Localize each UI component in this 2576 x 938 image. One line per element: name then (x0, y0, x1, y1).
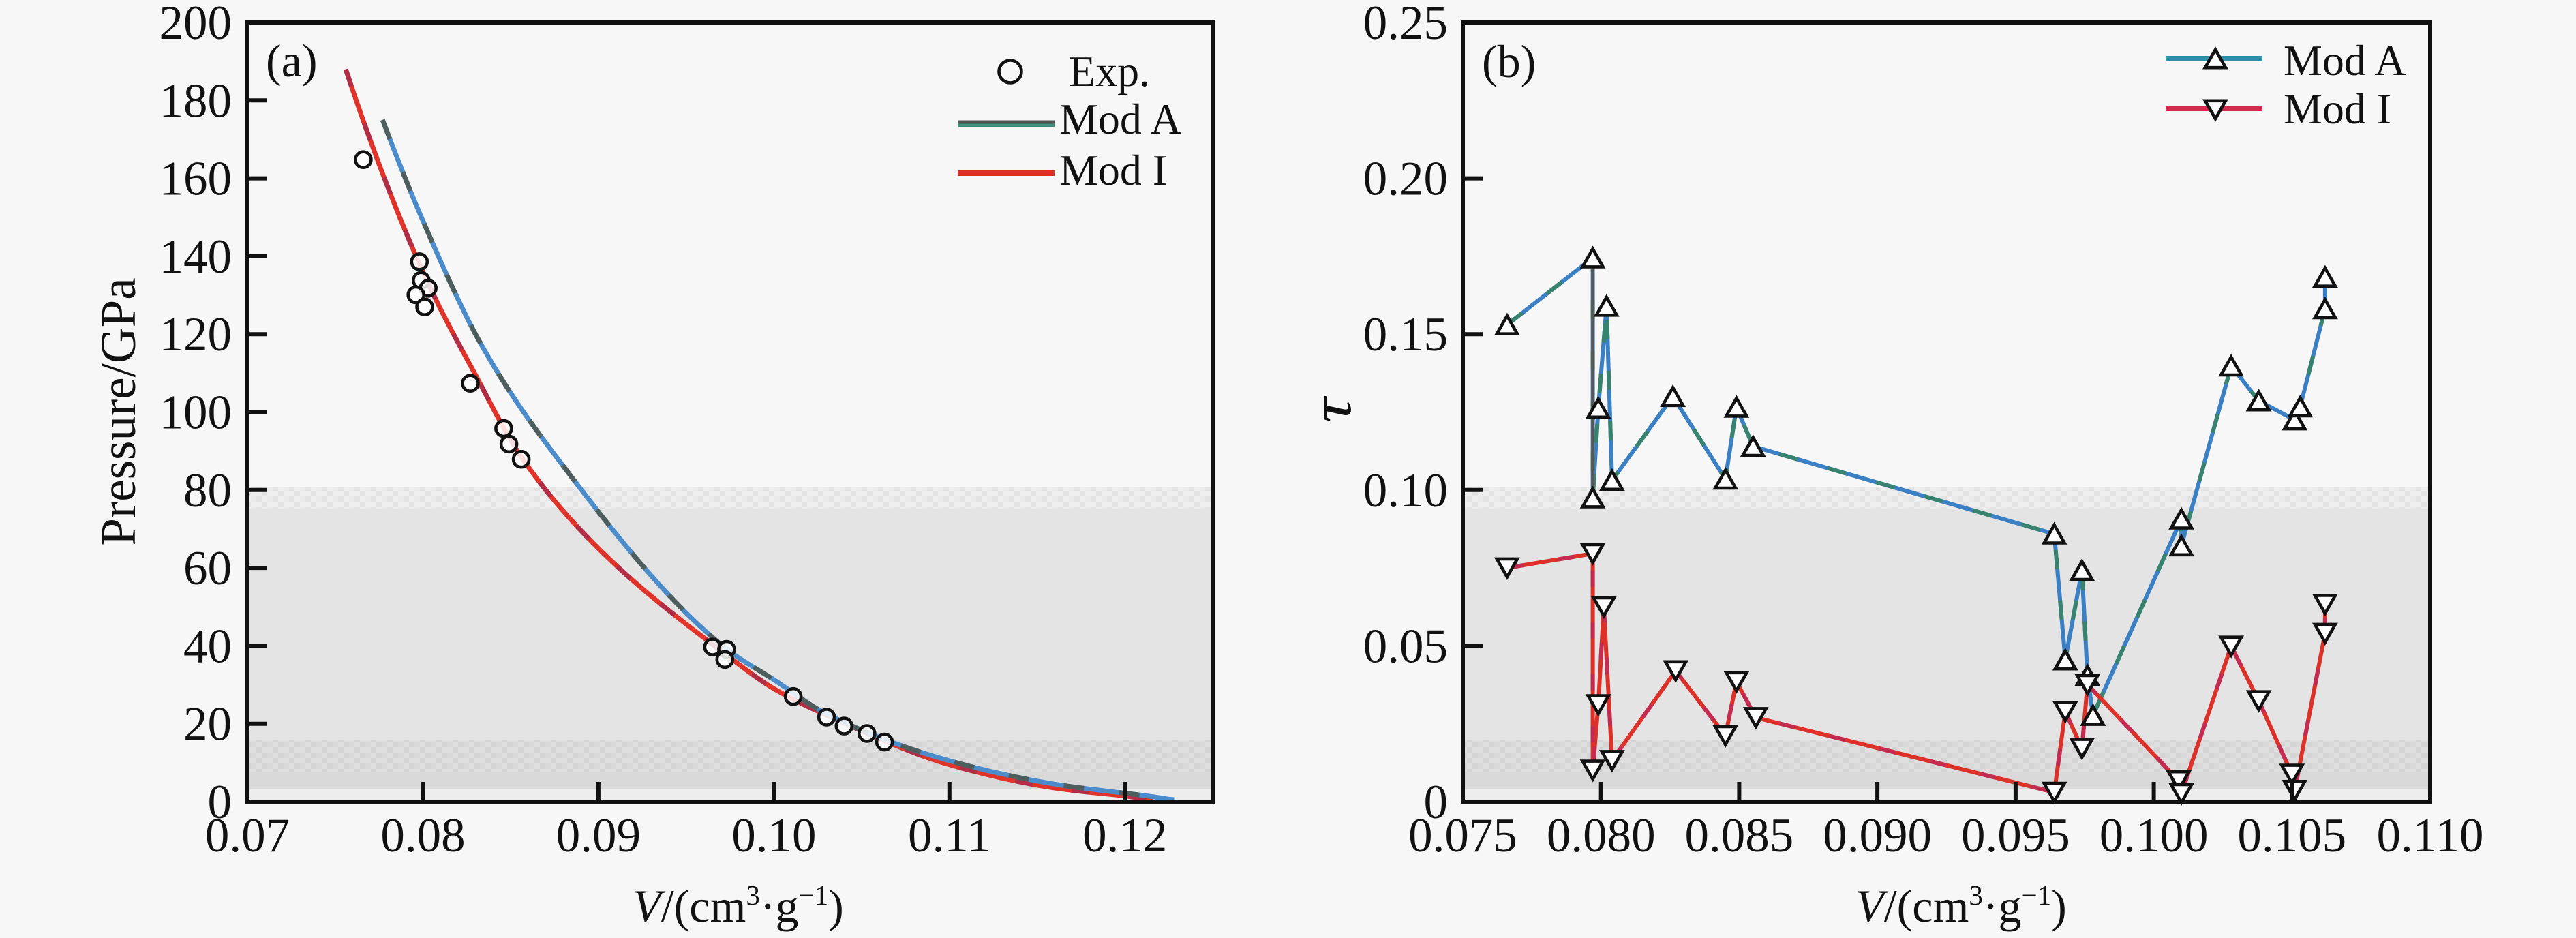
svg-text:120: 120 (160, 308, 232, 361)
svg-text:60: 60 (183, 542, 232, 595)
svg-text:Mod A: Mod A (1059, 95, 1182, 143)
svg-text:0.080: 0.080 (1547, 809, 1656, 862)
svg-text:0.07: 0.07 (205, 809, 290, 862)
svg-text:160: 160 (160, 153, 232, 206)
svg-text:80: 80 (183, 464, 232, 517)
svg-text:Exp.: Exp. (1069, 47, 1150, 95)
svg-text:20: 20 (183, 698, 232, 751)
svg-text:V/(cm3·g−1): V/(cm3·g−1) (1855, 879, 2067, 932)
svg-text:Mod I: Mod I (2284, 85, 2391, 133)
svg-text:Mod A: Mod A (2284, 36, 2406, 85)
svg-text:0.11: 0.11 (908, 809, 991, 862)
svg-text:100: 100 (160, 387, 232, 440)
svg-text:τ: τ (1300, 395, 1363, 423)
svg-text:0.095: 0.095 (1961, 809, 2070, 862)
svg-text:0.05: 0.05 (1363, 620, 1448, 673)
svg-text:200: 200 (160, 0, 232, 50)
svg-text:0.15: 0.15 (1363, 308, 1448, 361)
svg-text:0.075: 0.075 (1408, 809, 1517, 862)
svg-text:0.105: 0.105 (2237, 809, 2346, 862)
svg-text:0.10: 0.10 (731, 809, 816, 862)
svg-text:Pressure/GPa: Pressure/GPa (91, 277, 146, 545)
svg-text:Mod I: Mod I (1059, 146, 1167, 194)
svg-text:0.09: 0.09 (556, 809, 641, 862)
svg-text:180: 180 (160, 74, 232, 127)
svg-text:0.12: 0.12 (1082, 809, 1167, 862)
svg-text:0.08: 0.08 (380, 809, 465, 862)
svg-text:140: 140 (160, 230, 232, 284)
svg-text:0.25: 0.25 (1363, 0, 1448, 50)
svg-text:(a): (a) (266, 35, 317, 87)
svg-text:0.100: 0.100 (2100, 809, 2209, 862)
svg-text:40: 40 (183, 620, 232, 673)
svg-text:0: 0 (208, 776, 232, 829)
svg-text:0: 0 (1424, 776, 1449, 829)
svg-text:0.090: 0.090 (1823, 809, 1932, 862)
svg-text:0.085: 0.085 (1685, 809, 1794, 862)
svg-text:0.110: 0.110 (2376, 809, 2483, 862)
svg-text:V/(cm3·g−1): V/(cm3·g−1) (633, 879, 844, 932)
svg-text:0.10: 0.10 (1363, 464, 1448, 517)
svg-text:(b): (b) (1482, 35, 1536, 87)
svg-text:0.20: 0.20 (1363, 153, 1448, 206)
